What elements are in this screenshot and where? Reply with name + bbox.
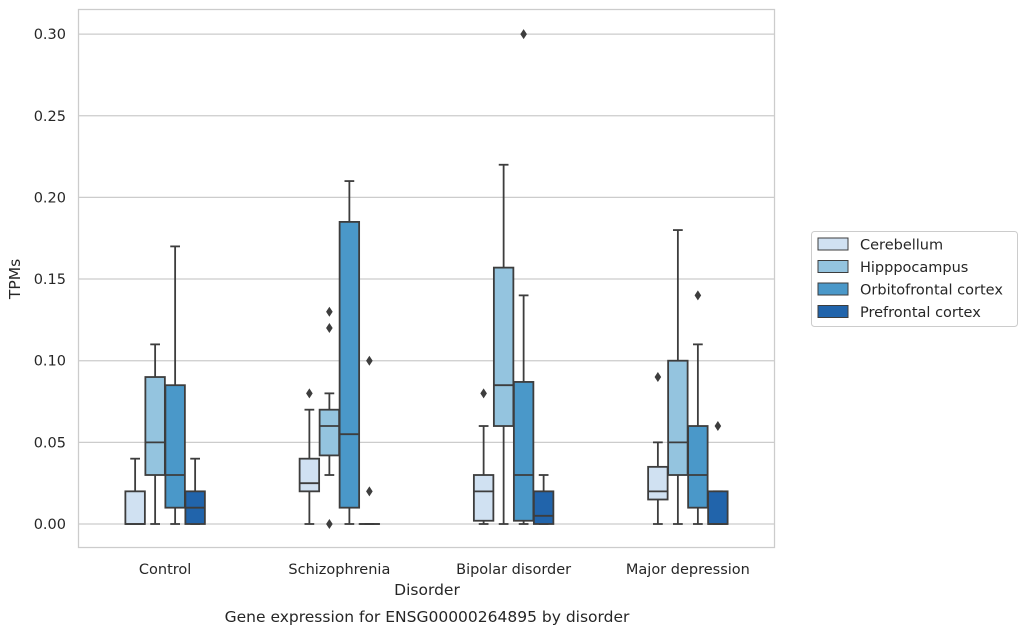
box-cerebellum [647, 372, 669, 525]
legend-swatch [817, 237, 849, 251]
y-tick-label: 0.15 [34, 272, 66, 288]
box-orbitofrontal-cortex [687, 290, 709, 525]
box-iqr [318, 408, 341, 457]
x-tick-label: Control [139, 562, 191, 578]
y-tick-label: 0.20 [34, 190, 66, 206]
box-iqr [532, 490, 555, 525]
x-tick-label: Schizophrenia [288, 562, 390, 578]
legend-label: Cerebellum [860, 238, 943, 254]
y-tick-label: 0.00 [34, 517, 66, 533]
outlier-point [306, 388, 313, 399]
box-iqr [647, 465, 669, 501]
box-hipppocampus [492, 163, 515, 525]
legend-swatch [817, 305, 849, 318]
y-axis-label: TPMs [6, 259, 24, 300]
box-iqr [512, 381, 535, 522]
box-hipppocampus [144, 343, 166, 525]
gridlines [78, 33, 775, 525]
chart-caption: Gene expression for ENSG00000264895 by d… [225, 608, 630, 626]
box-prefrontal-cortex [358, 355, 381, 525]
outlier-point [366, 486, 373, 497]
plot-area [124, 29, 729, 529]
box-hipppocampus [667, 229, 689, 525]
outlier-point [694, 290, 702, 301]
x-tick-label: Bipolar disorder [456, 562, 571, 578]
x-axis: Control Schizophrenia Bipolar disorder Majo… [139, 562, 750, 578]
legend-label: Prefrontal cortex [860, 305, 981, 321]
legend-swatch [817, 282, 849, 296]
box-iqr [492, 266, 515, 427]
y-tick-label: 0.25 [34, 109, 66, 125]
legend-frame [811, 231, 1018, 327]
box-iqr [144, 376, 166, 476]
y-tick-label: 0.05 [34, 435, 66, 451]
box-cerebellum [472, 388, 495, 525]
box-iqr [667, 359, 689, 476]
legend-label: Hipppocampus [860, 260, 968, 276]
outlier-point [326, 519, 333, 529]
box-orbitofrontal-cortex [338, 180, 361, 525]
box-cerebellum [298, 388, 321, 525]
box-prefrontal-cortex [184, 457, 206, 525]
box-prefrontal-cortex [532, 474, 555, 525]
x-axis-label: Disorder [394, 581, 460, 599]
box-iqr [687, 425, 709, 509]
plot-frame [77, 8, 776, 549]
box-iqr [707, 490, 729, 525]
box-cerebellum [124, 457, 146, 525]
box-orbitofrontal-cortex [512, 29, 535, 525]
y-tick-label: 0.10 [34, 354, 66, 370]
box-iqr [338, 220, 361, 509]
outlier-point [520, 29, 527, 40]
legend-label: Orbitofrontal cortex [860, 283, 1003, 299]
legend: Cerebellum Hipppocampus Orbitofrontal cort… [811, 231, 1018, 327]
legend-swatch [817, 260, 849, 273]
outlier-point [366, 355, 373, 366]
y-axis: 0.00 0.05 0.10 0.15 0.20 0.25 0.30 [34, 27, 66, 533]
outlier-point [654, 372, 662, 383]
box-iqr [298, 457, 321, 493]
box-iqr [164, 384, 186, 509]
x-tick-label: Major depression [626, 562, 750, 578]
box-iqr [124, 490, 146, 525]
outlier-point [326, 323, 333, 334]
outlier-point [714, 421, 722, 432]
box-iqr [472, 474, 495, 522]
y-tick-label: 0.30 [34, 27, 66, 43]
box-prefrontal-cortex [707, 421, 729, 525]
box-hipppocampus [318, 306, 341, 529]
outlier-point [480, 388, 487, 399]
box-orbitofrontal-cortex [164, 245, 186, 525]
outlier-point [326, 306, 333, 317]
